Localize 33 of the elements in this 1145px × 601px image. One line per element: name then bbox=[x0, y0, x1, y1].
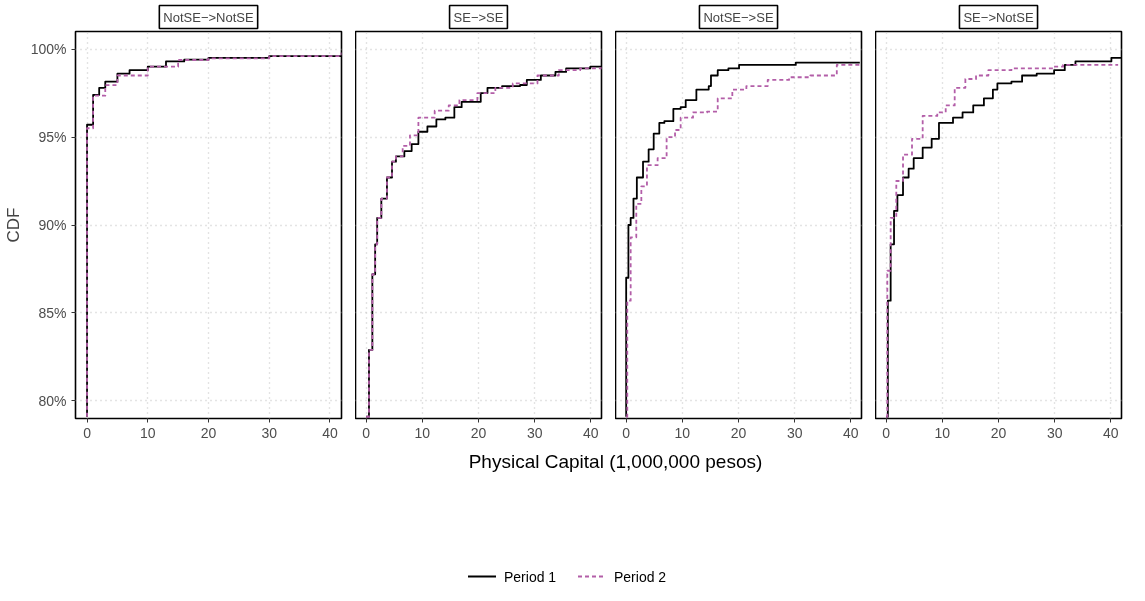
x-tick-label: 10 bbox=[934, 424, 951, 441]
x-tick-label: 10 bbox=[139, 424, 156, 441]
y-tick-label: 80% bbox=[38, 392, 67, 409]
x-tick-label: 40 bbox=[1103, 424, 1119, 441]
text: Physical Capital (1,000,000 pesos) bbox=[468, 450, 763, 472]
x-tick-label: 20 bbox=[200, 424, 217, 441]
y-tick-label: 85% bbox=[38, 304, 67, 321]
x-tick-label: 40 bbox=[843, 424, 859, 441]
legend-label: Period 1 bbox=[504, 568, 557, 585]
x-tick-label: 0 bbox=[882, 424, 891, 441]
chart-title: SE−>NotSE bbox=[963, 9, 1034, 25]
y-tick-label: 90% bbox=[38, 217, 67, 233]
x-tick-label: 20 bbox=[990, 424, 1007, 441]
x-tick-label: 0 bbox=[622, 424, 631, 441]
x-tick-label: 0 bbox=[83, 424, 92, 441]
y-tick-label: 95% bbox=[38, 129, 67, 146]
x-tick-label: 20 bbox=[730, 424, 747, 441]
x-tick-label: 30 bbox=[526, 424, 543, 441]
x-tick-label: 0 bbox=[362, 424, 371, 441]
chart-title: SE−>SE bbox=[453, 9, 504, 25]
x-tick-label: 10 bbox=[674, 424, 691, 441]
y-tick-label: 100% bbox=[30, 41, 67, 58]
x-tick-label: 40 bbox=[583, 424, 599, 441]
x-tick-label: 30 bbox=[261, 424, 278, 441]
chart-title: NotSE−>NotSE bbox=[163, 9, 254, 25]
y-axis-title: CDF bbox=[3, 207, 23, 243]
x-tick-label: 40 bbox=[322, 424, 338, 441]
x-tick-label: 30 bbox=[786, 424, 803, 441]
x-tick-label: 10 bbox=[414, 424, 431, 441]
legend-label: Period 2 bbox=[614, 568, 667, 585]
x-tick-label: 20 bbox=[470, 424, 487, 441]
chart-title: NotSE−>SE bbox=[703, 9, 774, 25]
x-tick-label: 30 bbox=[1046, 424, 1063, 441]
